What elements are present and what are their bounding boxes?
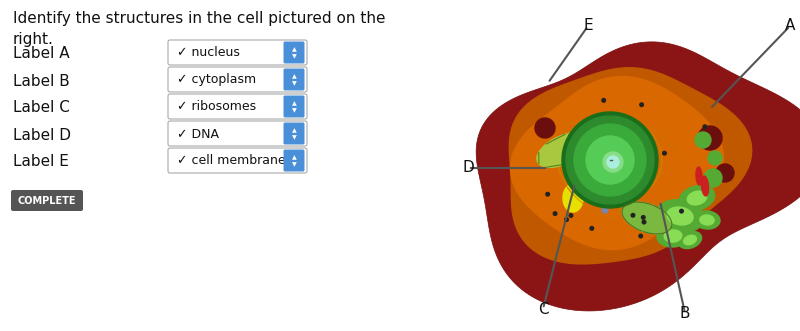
Polygon shape <box>700 215 714 225</box>
Text: D: D <box>462 161 474 175</box>
Text: Label D: Label D <box>13 127 71 143</box>
Text: ▲: ▲ <box>292 48 296 53</box>
Text: ✓ DNA: ✓ DNA <box>177 127 219 140</box>
Polygon shape <box>679 185 714 211</box>
Circle shape <box>602 207 608 213</box>
Polygon shape <box>684 235 696 245</box>
Text: ✓ nucleus: ✓ nucleus <box>177 46 240 60</box>
Circle shape <box>574 124 646 196</box>
Circle shape <box>554 212 557 215</box>
FancyBboxPatch shape <box>283 122 305 145</box>
Circle shape <box>680 209 683 213</box>
Circle shape <box>613 183 618 188</box>
Circle shape <box>642 215 645 219</box>
FancyBboxPatch shape <box>11 190 83 211</box>
Polygon shape <box>687 191 706 205</box>
Text: Label B: Label B <box>13 73 70 88</box>
Polygon shape <box>537 133 589 167</box>
Text: A: A <box>785 19 795 33</box>
Text: ▲: ▲ <box>292 102 296 107</box>
FancyBboxPatch shape <box>168 121 307 146</box>
Circle shape <box>703 125 706 128</box>
Circle shape <box>602 99 606 102</box>
Polygon shape <box>664 230 682 242</box>
Polygon shape <box>476 42 800 311</box>
Polygon shape <box>563 184 583 212</box>
Circle shape <box>611 182 619 190</box>
Circle shape <box>590 226 594 230</box>
Text: B: B <box>680 306 690 320</box>
Circle shape <box>631 213 634 217</box>
Text: E: E <box>583 19 593 33</box>
FancyBboxPatch shape <box>168 148 307 173</box>
Circle shape <box>642 220 646 224</box>
Circle shape <box>708 151 722 165</box>
FancyBboxPatch shape <box>283 41 305 64</box>
Circle shape <box>603 152 623 172</box>
Circle shape <box>569 214 573 217</box>
Circle shape <box>704 169 722 187</box>
Polygon shape <box>510 68 752 264</box>
Polygon shape <box>656 200 704 232</box>
Text: ▲: ▲ <box>292 128 296 133</box>
Polygon shape <box>667 207 693 225</box>
Text: ✓ cell membrane: ✓ cell membrane <box>177 155 286 167</box>
FancyBboxPatch shape <box>283 69 305 90</box>
Text: ▼: ▼ <box>292 81 296 86</box>
Circle shape <box>640 103 643 107</box>
Circle shape <box>566 116 654 204</box>
Text: Identify the structures in the cell pictured on the
right.: Identify the structures in the cell pict… <box>13 11 386 47</box>
Text: ▲: ▲ <box>292 156 296 161</box>
Text: ✓ cytoplasm: ✓ cytoplasm <box>177 73 256 86</box>
Text: ▼: ▼ <box>292 109 296 114</box>
Polygon shape <box>622 202 672 234</box>
Text: ▲: ▲ <box>292 74 296 79</box>
Circle shape <box>546 192 550 196</box>
Polygon shape <box>678 231 702 249</box>
FancyBboxPatch shape <box>283 150 305 171</box>
Circle shape <box>695 132 711 148</box>
FancyBboxPatch shape <box>168 94 307 119</box>
Text: COMPLETE: COMPLETE <box>18 196 76 206</box>
Text: Label A: Label A <box>13 46 70 62</box>
Text: C: C <box>538 302 548 316</box>
Text: ▼: ▼ <box>292 135 296 140</box>
Circle shape <box>565 218 568 221</box>
Polygon shape <box>694 211 720 229</box>
Polygon shape <box>510 76 723 250</box>
Circle shape <box>639 234 642 238</box>
Text: ✓ ribosomes: ✓ ribosomes <box>177 101 256 114</box>
Text: Label C: Label C <box>13 101 70 116</box>
Text: ▼: ▼ <box>292 55 296 60</box>
FancyBboxPatch shape <box>168 67 307 92</box>
Text: ▼: ▼ <box>292 163 296 167</box>
Circle shape <box>607 156 619 168</box>
Polygon shape <box>657 225 689 247</box>
Circle shape <box>562 112 658 208</box>
Polygon shape <box>696 167 702 185</box>
Text: Label E: Label E <box>13 155 69 169</box>
Circle shape <box>716 164 734 182</box>
FancyBboxPatch shape <box>283 96 305 118</box>
Circle shape <box>535 118 555 138</box>
FancyBboxPatch shape <box>168 40 307 65</box>
Circle shape <box>698 126 722 150</box>
Circle shape <box>586 136 634 184</box>
Polygon shape <box>702 176 709 196</box>
Circle shape <box>662 151 666 155</box>
